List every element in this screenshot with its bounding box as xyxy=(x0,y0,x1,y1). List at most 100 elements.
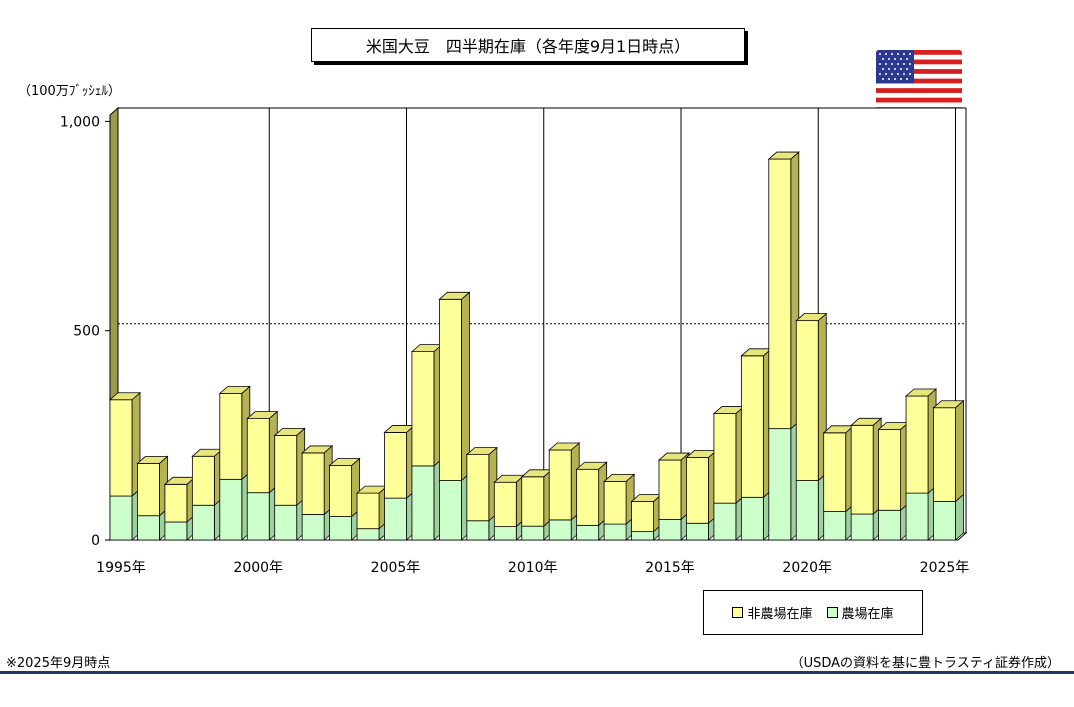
bar-non-farm-top xyxy=(465,447,498,456)
x-tick-label: 2015年 xyxy=(645,560,695,576)
bar-farm xyxy=(438,480,462,541)
bar-farm xyxy=(246,492,270,541)
bar-non-farm-side xyxy=(460,291,470,482)
bar-farm xyxy=(301,514,325,541)
bar-non-farm-top xyxy=(438,291,471,300)
bar-non-farm-top xyxy=(328,458,361,466)
bar-farm xyxy=(191,504,215,541)
bar-non-farm xyxy=(795,320,819,481)
bar-non-farm xyxy=(191,455,215,506)
bar-non-farm xyxy=(246,418,270,494)
bar-non-farm-top xyxy=(108,392,142,401)
bar-non-farm xyxy=(658,459,682,520)
bar-non-farm xyxy=(164,483,188,523)
x-tick-label: 2000年 xyxy=(233,560,283,576)
bottom-divider xyxy=(0,671,1074,674)
legend-label-farm: 農場在庫 xyxy=(841,607,894,622)
legend-item-farm: 農場在庫 xyxy=(826,603,894,622)
bar-non-farm xyxy=(905,395,929,494)
bar-non-farm xyxy=(521,476,545,527)
bar-non-farm xyxy=(850,424,874,515)
legend-swatch-non-farm xyxy=(732,607,744,618)
bar-farm xyxy=(905,492,929,541)
y-tick-label: 500 xyxy=(73,324,100,340)
bar-non-farm xyxy=(603,480,627,525)
legend-item-non-farm: 非農場在庫 xyxy=(732,603,813,622)
bar-non-farm-top xyxy=(218,386,251,394)
bar-farm xyxy=(686,522,709,541)
bar-non-farm-top xyxy=(136,455,169,464)
bar-non-farm-top xyxy=(657,452,691,461)
bar-non-farm xyxy=(384,432,407,499)
bar-non-farm-top xyxy=(767,151,800,160)
bar-farm xyxy=(356,528,380,541)
legend-swatch-farm xyxy=(826,607,838,618)
bar-non-farm xyxy=(686,457,709,524)
bar-farm xyxy=(411,465,435,541)
x-tick-label: 2025年 xyxy=(920,560,970,576)
x-tick-label: 2005年 xyxy=(371,560,421,576)
bar-non-farm xyxy=(274,434,298,506)
legend-label-non-farm: 非農場在庫 xyxy=(747,607,813,622)
bar-non-farm xyxy=(713,413,737,504)
bar-farm xyxy=(274,504,298,541)
bar-non-farm xyxy=(878,429,901,511)
bar-non-farm-top xyxy=(850,417,883,426)
bar-farm xyxy=(521,525,545,541)
bar-non-farm-top xyxy=(603,473,636,482)
bar-non-farm xyxy=(576,468,600,526)
x-tick-label: 1995年 xyxy=(96,560,146,576)
bar-farm xyxy=(878,509,901,541)
bar-non-farm xyxy=(493,481,517,528)
bar-non-farm xyxy=(823,432,847,512)
bar-non-farm xyxy=(548,449,572,521)
bar-farm xyxy=(329,516,353,541)
bar-farm xyxy=(933,501,956,541)
bar-farm xyxy=(384,497,407,541)
bar-farm xyxy=(137,515,160,541)
source-note: （USDAの資料を基に豊トラスティ証券作成） xyxy=(790,656,1060,671)
y-axis-unit-label: （100万ﾌﾞｯｼｪﾙ） xyxy=(18,84,121,99)
bar-farm xyxy=(795,480,819,541)
bar-farm xyxy=(493,526,517,541)
bar-farm xyxy=(466,520,490,541)
bar-farm xyxy=(658,519,682,541)
bar-non-farm xyxy=(466,454,490,522)
legend: 非農場在庫 農場在庫 xyxy=(703,590,923,635)
bar-non-farm-top xyxy=(795,313,828,322)
bar-non-farm xyxy=(768,158,792,430)
bar-non-farm xyxy=(301,452,325,515)
bar-farm xyxy=(576,524,600,541)
x-tick-label: 2020年 xyxy=(782,560,832,576)
bar-farm xyxy=(164,521,188,541)
bar-non-farm-top xyxy=(301,445,334,454)
x-tick-label: 2010年 xyxy=(508,560,558,576)
y-tick-label: 0 xyxy=(91,533,100,549)
bar-farm xyxy=(740,496,764,541)
bar-non-farm xyxy=(219,393,243,480)
chart-title: 米国大豆 四半期在庫（各年度9月1日時点） xyxy=(311,28,745,62)
bar-non-farm-top xyxy=(273,427,306,436)
bar-non-farm-top xyxy=(548,442,581,451)
bar-farm xyxy=(823,511,847,541)
y-tick-label: 1,000 xyxy=(60,114,100,130)
bar-farm xyxy=(109,495,133,541)
bar-non-farm xyxy=(109,399,133,497)
bar-non-farm-top xyxy=(904,388,938,397)
bar-non-farm xyxy=(438,298,462,481)
bar-non-farm xyxy=(329,465,353,517)
bar-non-farm-top xyxy=(575,461,608,470)
bar-non-farm xyxy=(411,351,435,467)
bar-non-farm-top xyxy=(932,400,965,409)
bar-farm xyxy=(548,519,572,541)
bar-non-farm-side xyxy=(955,399,964,503)
bar-non-farm xyxy=(933,407,956,502)
bar-non-farm xyxy=(356,492,380,530)
bar-farm xyxy=(713,502,737,541)
bar-farm xyxy=(603,523,627,541)
bar-farm xyxy=(631,531,654,541)
bar-farm xyxy=(219,478,243,541)
bar-non-farm xyxy=(631,501,654,533)
bar-non-farm-top xyxy=(246,411,279,419)
